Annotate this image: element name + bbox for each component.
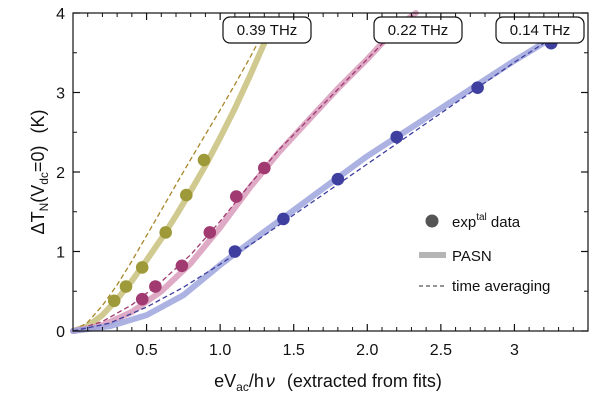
y-tick-label: 0 (56, 324, 65, 341)
x-tick-label: 3 (510, 342, 519, 359)
x-label-greek: ν (266, 371, 275, 391)
x-tick-label: 0.5 (135, 342, 157, 359)
data-point-039-thz (180, 188, 193, 202)
x-tick-label: 1.5 (283, 342, 305, 359)
data-point-039-thz (159, 226, 172, 239)
x-axis-label: eVac/h ν (extracted from fits) (214, 371, 442, 394)
x-label-rest: /h (249, 371, 264, 391)
data-point-022-thz (258, 161, 271, 175)
data-point-014-thz (471, 81, 484, 94)
y-tick-label: 2 (56, 165, 65, 182)
x-tick-label: 2.0 (356, 342, 378, 359)
x-label-sub: ac (236, 380, 249, 394)
x-tick-label: 2.5 (430, 342, 452, 359)
y-label-sub-dc: dc (37, 172, 51, 185)
series-label-box (495, 16, 585, 44)
data-point-022-thz (135, 292, 149, 306)
series-label-box (373, 16, 463, 44)
data-point-039-thz (135, 261, 149, 274)
series-label-box (222, 16, 312, 44)
data-point-014-thz (277, 212, 290, 226)
legend-point-marker (425, 214, 439, 228)
time-averaging-curve-022-thz (72, 12, 417, 332)
data-point-022-thz (175, 259, 189, 273)
data-point-039-thz (119, 280, 133, 293)
data-point-022-thz (230, 190, 243, 203)
data-point-039-thz (197, 153, 211, 167)
pasn-curve-014-thz (70, 17, 584, 334)
y-label-rest: =0) (28, 146, 48, 173)
legend: exptal data PASN time averaging (419, 212, 550, 295)
series-label-014-thz: 0.14 THz (495, 16, 585, 44)
series-label-039-thz: 0.39 THz (222, 16, 312, 44)
legend-dashed-label: time averaging (452, 278, 550, 295)
legend-pasn-label: PASN (452, 248, 492, 265)
series-label-text: 0.14 THz (510, 22, 571, 39)
data-point-014-thz (390, 130, 404, 144)
data-point-022-thz (203, 226, 217, 239)
time-averaging-curve-039-thz (72, 30, 265, 332)
data-point-014-thz (331, 172, 345, 186)
y-tick-label: 1 (56, 245, 65, 262)
plot-points (107, 36, 558, 308)
pasn-curve-022-thz (70, 10, 419, 334)
y-tick-label: 3 (56, 86, 65, 103)
x-axis-ticks: 0.5 1.0 1.5 2.0 2.5 3 (87, 13, 574, 359)
data-point-039-thz (107, 294, 121, 308)
legend-points-label: exptal data (452, 212, 521, 231)
y-label-paren: (V (28, 185, 48, 203)
y-axis-ticks: 0 1 2 3 4 (56, 6, 588, 341)
time-averaging-curve-014-thz (72, 21, 581, 332)
y-label-unit: (K) (28, 110, 48, 134)
series-labels: 0.39 THz 0.22 THz 0.14 THz (222, 16, 585, 44)
series-label-022-thz: 0.22 THz (373, 16, 463, 44)
series-label-text: 0.39 THz (237, 22, 298, 39)
y-tick-label: 4 (56, 6, 65, 23)
y-axis-label: ΔTN(Vdc=0) (K) (28, 110, 51, 235)
x-label-main: eV (214, 371, 236, 391)
data-point-014-thz (228, 245, 242, 258)
y-label-delta: ΔT (28, 211, 48, 234)
x-tick-label: 1.0 (209, 342, 231, 359)
y-label-sub-n: N (37, 203, 51, 212)
series-label-text: 0.22 THz (388, 22, 449, 39)
x-label-note: (extracted from fits) (287, 371, 442, 391)
data-point-022-thz (149, 280, 162, 293)
plot-lines (70, 10, 584, 334)
